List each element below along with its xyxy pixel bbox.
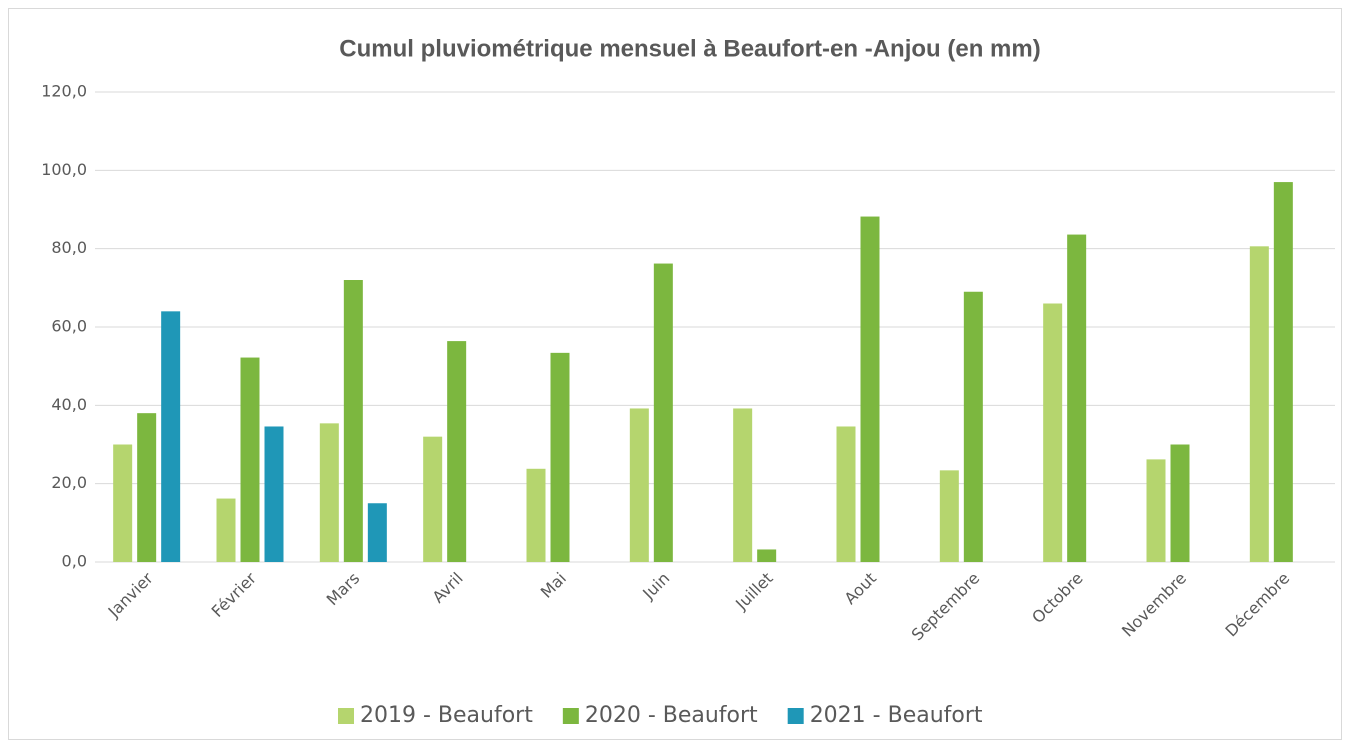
bar bbox=[423, 436, 443, 562]
y-tick-label: 100,0 bbox=[41, 160, 87, 179]
bar bbox=[343, 280, 363, 562]
bar bbox=[113, 444, 133, 562]
bar bbox=[1067, 234, 1087, 563]
bar bbox=[1043, 303, 1063, 562]
legend-label: 2020 - Beaufort bbox=[585, 703, 758, 728]
bar bbox=[161, 311, 181, 562]
bar bbox=[447, 341, 467, 562]
bar bbox=[963, 291, 983, 562]
bar bbox=[629, 408, 649, 562]
bar bbox=[757, 549, 777, 562]
bar bbox=[240, 357, 260, 562]
bar bbox=[939, 470, 959, 562]
bar bbox=[367, 503, 387, 562]
bar bbox=[1146, 459, 1166, 562]
y-tick-label: 0,0 bbox=[62, 552, 87, 571]
bar bbox=[733, 408, 753, 562]
bar bbox=[526, 468, 546, 562]
chart-title: Cumul pluviométrique mensuel à Beaufort-… bbox=[339, 35, 1040, 62]
y-tick-label: 120,0 bbox=[41, 82, 87, 101]
bar bbox=[860, 216, 880, 563]
legend-swatch bbox=[787, 708, 804, 724]
y-tick-label: 40,0 bbox=[51, 395, 87, 414]
legend-label: 2021 - Beaufort bbox=[810, 703, 983, 728]
y-tick-label: 20,0 bbox=[51, 473, 87, 492]
bar bbox=[1249, 246, 1269, 563]
bar bbox=[137, 413, 157, 562]
legend-label: 2019 - Beaufort bbox=[360, 703, 533, 728]
bar bbox=[1273, 182, 1293, 563]
bar bbox=[550, 352, 570, 562]
bar bbox=[653, 263, 673, 562]
y-tick-label: 80,0 bbox=[51, 238, 87, 257]
bar bbox=[1170, 444, 1190, 562]
chart-frame bbox=[8, 8, 1342, 740]
bar bbox=[264, 426, 284, 562]
bar bbox=[836, 426, 856, 562]
legend-swatch bbox=[338, 708, 354, 724]
y-tick-label: 60,0 bbox=[51, 317, 87, 336]
bar bbox=[319, 423, 339, 562]
legend-swatch bbox=[562, 708, 579, 724]
bar bbox=[216, 498, 236, 562]
